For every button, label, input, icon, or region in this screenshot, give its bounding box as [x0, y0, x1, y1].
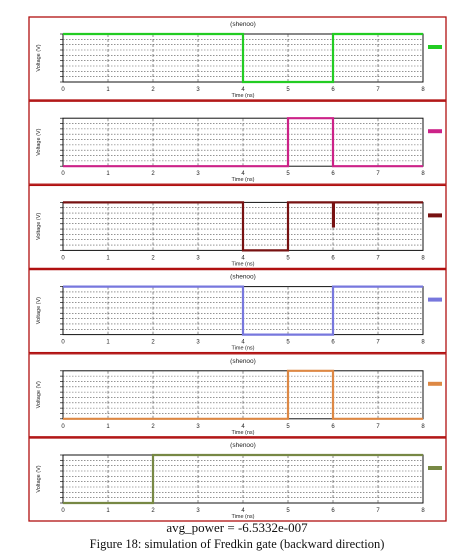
series-line [63, 117, 423, 168]
x-axis-label: Time (ns) [231, 177, 254, 183]
x-tick-label: 3 [196, 424, 200, 430]
y-axis-label: Voltage (V) [36, 465, 42, 492]
x-tick-label: 5 [286, 87, 290, 93]
x-tick-label: 5 [286, 340, 290, 346]
y-axis-label: Voltage (V) [36, 44, 42, 71]
avg-power-readout: avg_power = -6.5332e-007 [0, 520, 474, 536]
x-tick-label: 8 [421, 255, 425, 261]
x-tick-label: 8 [421, 87, 425, 93]
waveform-panel-1: (shenoo) 0 1 2 3 4 5 6 7 8 Time (ns) Voltage (V) [28, 16, 447, 101]
x-tick-label: 1 [106, 508, 110, 514]
x-tick-label: 0 [61, 340, 65, 346]
x-tick-label: 6 [331, 424, 335, 430]
x-tick-label: 5 [286, 255, 290, 261]
avg-power-label: avg_power = [166, 520, 235, 535]
waveform-panel-2: 0 1 2 3 4 5 6 7 8 Time (ns) Voltage (V) [28, 100, 447, 185]
x-tick-label: 6 [331, 255, 335, 261]
x-tick-label: 4 [241, 255, 245, 261]
x-axis-label: Time (ns) [231, 93, 254, 99]
legend-swatch [428, 213, 442, 218]
series-line [63, 453, 423, 505]
panel-title: (shenoo) [230, 442, 256, 449]
legend-swatch [428, 45, 442, 49]
x-tick-label: 3 [196, 255, 200, 261]
x-tick-label: 6 [331, 340, 335, 346]
series-line [63, 201, 423, 252]
x-tick-label: 4 [241, 508, 245, 514]
x-tick-label: 8 [421, 340, 425, 346]
x-tick-label: 2 [151, 87, 155, 93]
x-tick-label: 6 [331, 508, 335, 514]
x-axis-label: Time (ns) [231, 514, 254, 520]
x-tick-label: 6 [331, 171, 335, 177]
x-tick-label: 5 [286, 171, 290, 177]
x-tick-label: 4 [241, 171, 245, 177]
x-tick-label: 0 [61, 508, 65, 514]
panel-title: (shenoo) [230, 21, 256, 28]
x-axis-label: Time (ns) [231, 261, 254, 267]
x-tick-label: 8 [421, 508, 425, 514]
x-tick-label: 2 [151, 171, 155, 177]
x-tick-label: 0 [61, 171, 65, 177]
x-tick-label: 1 [106, 255, 110, 261]
x-tick-label: 0 [61, 87, 65, 93]
legend-swatch [428, 381, 442, 386]
x-tick-label: 1 [106, 171, 110, 177]
x-tick-label: 5 [286, 424, 290, 430]
waveform-panel-4: (shenoo) 0 1 2 3 4 5 6 7 8 Time (ns) Voltage (V) [28, 268, 447, 354]
x-tick-label: 1 [106, 340, 110, 346]
x-tick-label: 7 [376, 340, 380, 346]
x-tick-label: 2 [151, 340, 155, 346]
y-axis-label: Voltage (V) [36, 128, 42, 155]
x-tick-label: 5 [286, 508, 290, 514]
legend-swatch [428, 466, 442, 470]
x-tick-label: 7 [376, 424, 380, 430]
x-tick-label: 4 [241, 424, 245, 430]
x-tick-label: 3 [196, 87, 200, 93]
x-axis-label: Time (ns) [231, 346, 254, 352]
panel-title: (shenoo) [230, 358, 256, 365]
x-tick-label: 3 [196, 508, 200, 514]
x-tick-label: 7 [376, 171, 380, 177]
x-tick-label: 8 [421, 424, 425, 430]
x-tick-label: 4 [241, 87, 245, 93]
x-tick-label: 2 [151, 508, 155, 514]
y-axis-label: Voltage (V) [36, 297, 42, 324]
waveform-panel-3: 0 1 2 3 4 5 6 7 8 Time (ns) Voltage (V) [28, 184, 447, 270]
panel-title: (shenoo) [230, 274, 256, 281]
avg-power-value: -6.5332e-007 [237, 520, 308, 535]
x-tick-label: 0 [61, 255, 65, 261]
x-tick-label: 1 [106, 87, 110, 93]
x-axis-label: Time (ns) [231, 430, 254, 436]
x-tick-label: 7 [376, 87, 380, 93]
x-tick-label: 0 [61, 424, 65, 430]
x-tick-label: 8 [421, 171, 425, 177]
x-tick-label: 2 [151, 424, 155, 430]
series-line [63, 32, 423, 84]
x-tick-label: 3 [196, 340, 200, 346]
legend-swatch [428, 297, 442, 302]
waveform-panel-6: (shenoo) 0 1 2 3 4 5 6 7 8 Time (ns) Voltage (V) [28, 437, 447, 522]
y-axis-label: Voltage (V) [36, 381, 42, 408]
waveform-panel-5: (shenoo) 0 1 2 3 4 5 6 7 8 Time (ns) Voltage (V) [28, 353, 447, 438]
series-line [63, 285, 423, 336]
y-axis-label: Voltage (V) [36, 213, 42, 240]
x-tick-label: 2 [151, 255, 155, 261]
x-tick-label: 3 [196, 171, 200, 177]
legend-swatch [428, 129, 442, 134]
x-tick-label: 7 [376, 255, 380, 261]
figure-caption: Figure 18: simulation of Fredkin gate (b… [89, 537, 385, 551]
x-tick-label: 4 [241, 340, 245, 346]
series-line [63, 369, 423, 420]
x-tick-label: 7 [376, 508, 380, 514]
x-tick-label: 1 [106, 424, 110, 430]
x-tick-label: 6 [331, 87, 335, 93]
